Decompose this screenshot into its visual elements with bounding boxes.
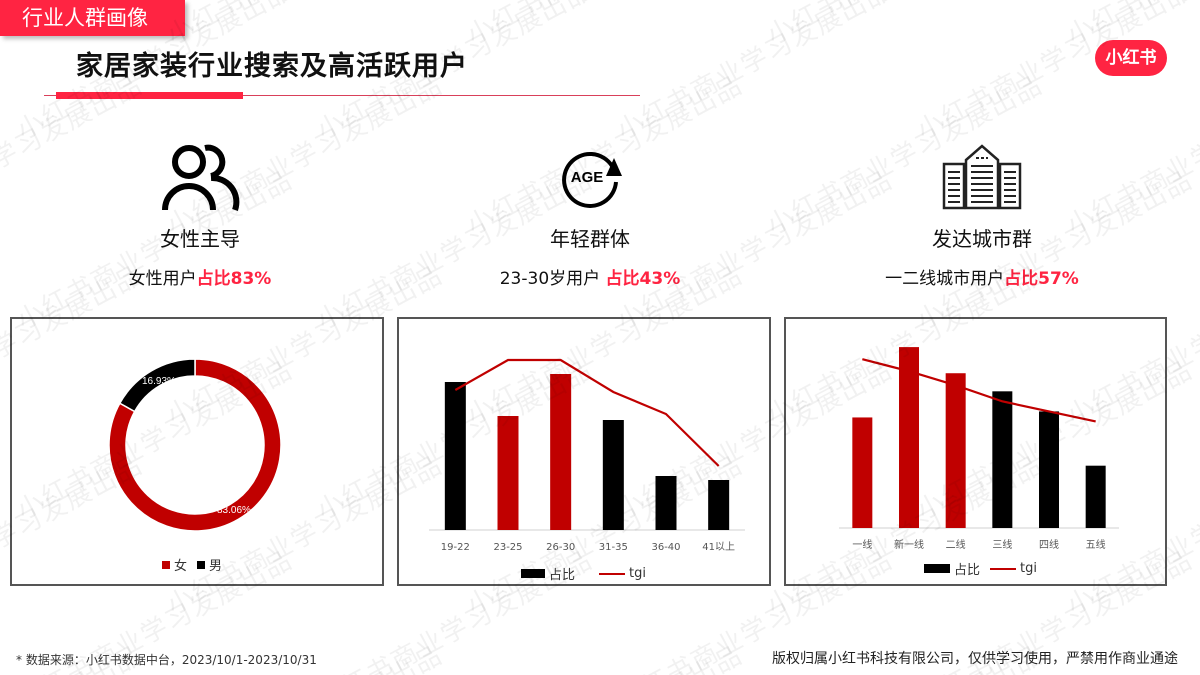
bar (1039, 411, 1059, 528)
legend-item-share: 占比 (924, 559, 980, 578)
feature-desc-text: 女性用户 (128, 269, 197, 289)
legend-item-share: 占比 (521, 564, 575, 583)
legend-line-icon (990, 567, 1017, 570)
x-tick-label: 41以上 (702, 541, 735, 553)
feature-title: 年轻群体 (550, 227, 630, 251)
watermark-text: 小红书商业学习发展出品 (459, 0, 748, 52)
legend-bar-icon (924, 564, 950, 573)
bar (992, 391, 1013, 528)
brand-logo: 小红书 (1095, 40, 1167, 76)
feature-highlight: 占比43% (605, 269, 681, 289)
bar (1085, 465, 1106, 528)
age-icon: AGE (440, 136, 740, 214)
feature-desc-text: 一二线城市用户 (885, 269, 1005, 289)
feature-desc: 女性用户占比83% (50, 264, 350, 289)
users-icon (50, 136, 350, 214)
donut-slice (118, 358, 196, 413)
watermark-text: 小红书商业学习发展出品 (759, 0, 1048, 52)
feature-highlight: 占比83% (196, 269, 272, 289)
x-tick-label: 36-40 (651, 542, 680, 553)
x-tick-label: 23-25 (493, 542, 522, 553)
legend-item-tgi: tgi (990, 561, 1037, 576)
feature-female: 女性主导 女性用户占比83% (50, 136, 350, 289)
data-source-note: * 数据来源：小红书数据中台，2023/10/1-2023/10/31 (16, 653, 317, 667)
x-tick-label: 四线 (1039, 538, 1059, 551)
title-underline (44, 95, 640, 96)
feature-young: AGE 年轻群体 23-30岁用户 占比43% (440, 136, 740, 289)
svg-text:AGE: AGE (571, 169, 604, 186)
x-tick-label: 19-22 (441, 542, 470, 553)
feature-title: 女性主导 (160, 227, 240, 251)
feature-desc-text: 23-30岁用户 (499, 269, 601, 289)
legend-label: tgi (629, 566, 646, 581)
donut-slice (108, 358, 282, 532)
x-tick-label: 一线 (852, 538, 872, 551)
x-tick-label: 五线 (1086, 538, 1106, 551)
legend-label: 占比 (954, 563, 981, 578)
x-tick-label: 26-30 (546, 542, 575, 553)
legend-item-tgi: tgi (599, 566, 646, 581)
bar (550, 374, 572, 530)
age-plot: 19-22 23-25 26-30 31-35 36-40 41以上 (429, 358, 745, 553)
bar (899, 347, 919, 528)
donut-plot: 83.06% 16.93% (108, 358, 282, 532)
city-bar-line-chart: 一线 新一线 二线 三线 四线 五线 占比 tgi (784, 317, 1167, 586)
legend-label: 占比 (549, 568, 576, 583)
tgi-line (862, 358, 1096, 423)
x-tick-label: 31-35 (599, 542, 628, 553)
bar (602, 420, 624, 530)
feature-title: 发达城市群 (932, 227, 1032, 251)
legend-label: 男 (209, 559, 223, 574)
city-plot: 一线 新一线 二线 三线 四线 五线 (839, 347, 1119, 551)
legend-swatch-icon (197, 560, 206, 569)
legend-swatch-icon (162, 560, 170, 569)
legend-item-female: 女 (162, 555, 187, 574)
gender-donut-chart: 83.06% 16.93% 女 男 (10, 317, 384, 586)
legend-label: tgi (1020, 561, 1037, 576)
buildings-icon (832, 136, 1132, 214)
legend-line-icon (599, 572, 626, 575)
legend-bar-icon (521, 569, 545, 578)
donut-label: 83.06% (217, 505, 251, 516)
feature-city: 发达城市群 一二线城市用户占比57% (832, 136, 1132, 289)
city-legend: 占比 tgi (924, 559, 1037, 578)
bar (945, 373, 966, 528)
feature-desc: 23-30岁用户 占比43% (440, 264, 740, 289)
feature-highlight: 占比57% (1004, 269, 1079, 289)
section-tag: 行业人群画像 (0, 0, 185, 36)
page-title: 家居家装行业搜索及高活跃用户 (76, 51, 468, 82)
bar (708, 480, 730, 530)
tgi-line (454, 358, 720, 467)
feature-desc: 一二线城市用户占比57% (832, 264, 1132, 289)
bar (497, 416, 519, 530)
x-tick-label: 二线 (946, 538, 966, 551)
age-legend: 占比 tgi (521, 564, 646, 583)
watermark-text: 小红书商业学习发展出品 (459, 635, 748, 675)
legend-label: 女 (174, 559, 188, 574)
age-bar-line-chart: 19-22 23-25 26-30 31-35 36-40 41以上 占比 tgi (397, 317, 771, 586)
x-tick-label: 新一线 (894, 538, 924, 551)
bar (852, 417, 873, 528)
donut-label: 16.93% (142, 376, 176, 387)
x-tick-label: 三线 (992, 538, 1012, 551)
copyright-notice: 版权归属小红书科技有限公司，仅供学习使用，严禁用作商业通途 (772, 651, 1178, 667)
title-underline-accent (56, 92, 243, 99)
donut-legend: 女 男 (162, 555, 222, 574)
watermark-text: 小红书商业学习发展出品 (612, 0, 899, 147)
bar (444, 382, 466, 530)
bar (655, 476, 677, 530)
legend-item-male: 男 (197, 555, 222, 574)
